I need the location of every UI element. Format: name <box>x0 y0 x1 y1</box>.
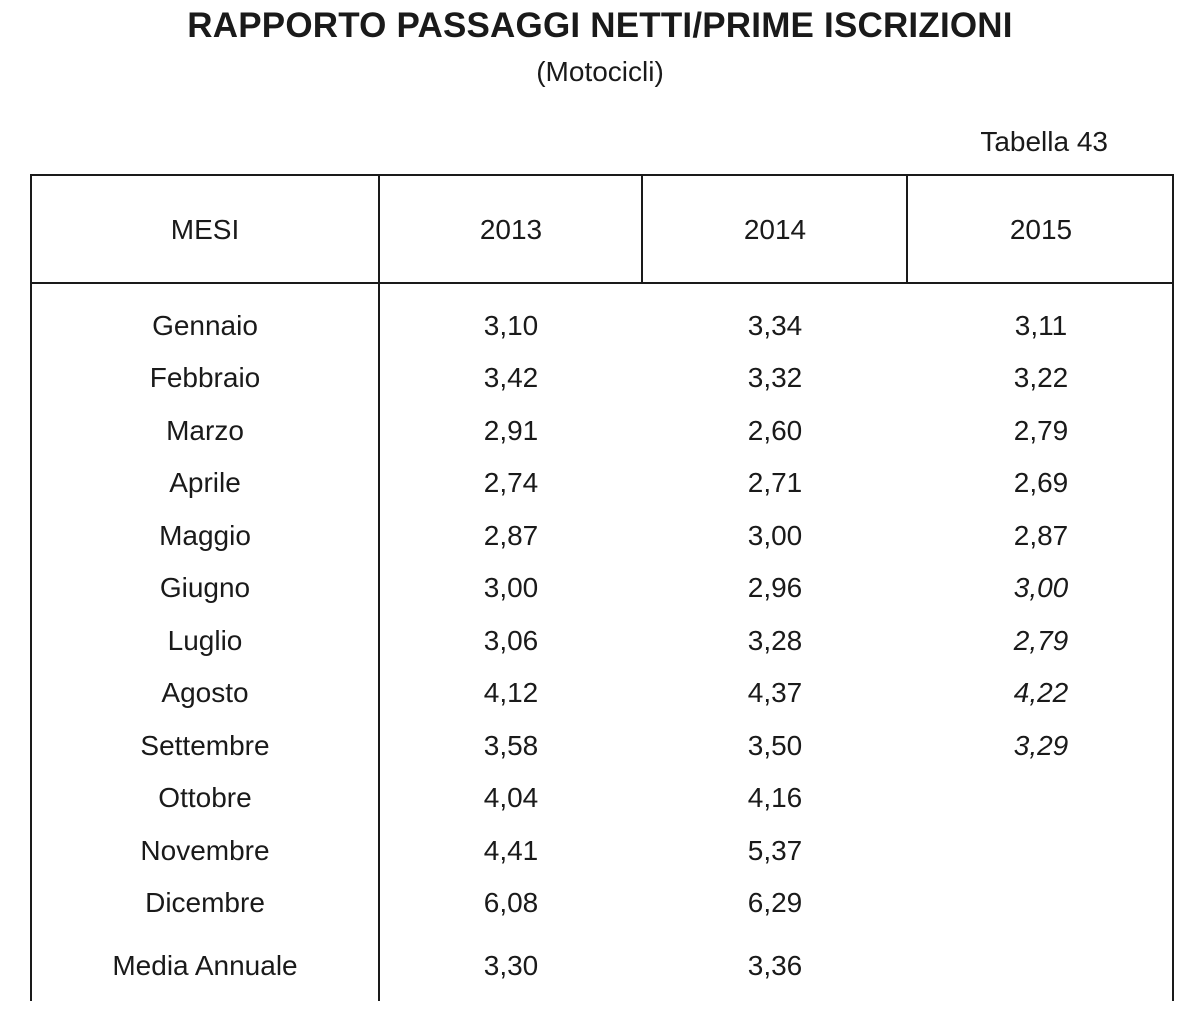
page-title: RAPPORTO PASSAGGI NETTI/PRIME ISCRIZIONI <box>187 6 1013 45</box>
cell-2013: 3,10 <box>483 310 539 341</box>
header-mesi: MESI <box>170 214 240 245</box>
cell-2015: 2,79 <box>1013 625 1069 656</box>
header-divider <box>30 282 1174 284</box>
cell-2014: 3,00 <box>747 520 803 551</box>
cell-2014: 2,60 <box>747 415 803 446</box>
column-divider-2 <box>641 174 643 284</box>
cell-2013: 2,87 <box>483 520 539 551</box>
cell-2013: 3,42 <box>483 362 539 393</box>
cell-month: Agosto <box>161 677 249 708</box>
cell-2015: 3,22 <box>1013 362 1069 393</box>
cell-2013: 2,91 <box>483 415 539 446</box>
cell-month: Dicembre <box>145 887 265 918</box>
cell-month: Luglio <box>167 625 243 656</box>
cell-2014: 3,32 <box>747 362 803 393</box>
header-2015: 2015 <box>1009 214 1073 245</box>
cell-2013: 6,08 <box>483 887 539 918</box>
column-divider-1 <box>378 174 380 1001</box>
cell-2014: 2,71 <box>747 467 803 498</box>
cell-2013: 2,74 <box>483 467 539 498</box>
summary-2013: 3,30 <box>483 950 539 981</box>
cell-2015: 2,79 <box>1013 415 1069 446</box>
cell-month: Ottobre <box>158 782 252 813</box>
cell-2014: 2,96 <box>747 572 803 603</box>
cell-2013: 3,58 <box>483 730 539 761</box>
cell-2014: 4,16 <box>747 782 803 813</box>
cell-2014: 3,50 <box>747 730 803 761</box>
cell-2014: 5,37 <box>747 835 803 866</box>
header-2013: 2013 <box>479 214 543 245</box>
cell-2013: 4,41 <box>483 835 539 866</box>
cell-month: Settembre <box>140 730 270 761</box>
cell-2015: 3,11 <box>1014 310 1068 341</box>
column-divider-3 <box>906 174 908 284</box>
table-number: Tabella 43 <box>980 126 1108 157</box>
cell-2015: 4,22 <box>1013 677 1069 708</box>
cell-month: Novembre <box>140 835 270 866</box>
cell-2013: 3,06 <box>483 625 539 656</box>
cell-2013: 4,04 <box>483 782 539 813</box>
cell-2015: 2,69 <box>1013 467 1069 498</box>
cell-2015: 3,00 <box>1013 572 1069 603</box>
cell-2015: 2,87 <box>1013 520 1069 551</box>
cell-2014: 6,29 <box>747 887 803 918</box>
cell-2013: 4,12 <box>483 677 539 708</box>
data-table-frame <box>30 174 1174 1001</box>
cell-month: Giugno <box>159 572 251 603</box>
cell-2013: 3,00 <box>483 572 539 603</box>
cell-2014: 3,28 <box>747 625 803 656</box>
cell-month: Aprile <box>169 467 241 498</box>
cell-month: Gennaio <box>152 310 258 341</box>
cell-2015: 3,29 <box>1013 730 1069 761</box>
summary-2014: 3,36 <box>747 950 803 981</box>
summary-label: Media Annuale <box>112 950 298 981</box>
header-2014: 2014 <box>743 214 807 245</box>
page-subtitle: (Motocicli) <box>536 56 664 87</box>
cell-2014: 3,34 <box>747 310 803 341</box>
cell-month: Marzo <box>166 415 244 446</box>
cell-month: Febbraio <box>149 362 261 393</box>
cell-2014: 4,37 <box>747 677 803 708</box>
cell-month: Maggio <box>159 520 251 551</box>
